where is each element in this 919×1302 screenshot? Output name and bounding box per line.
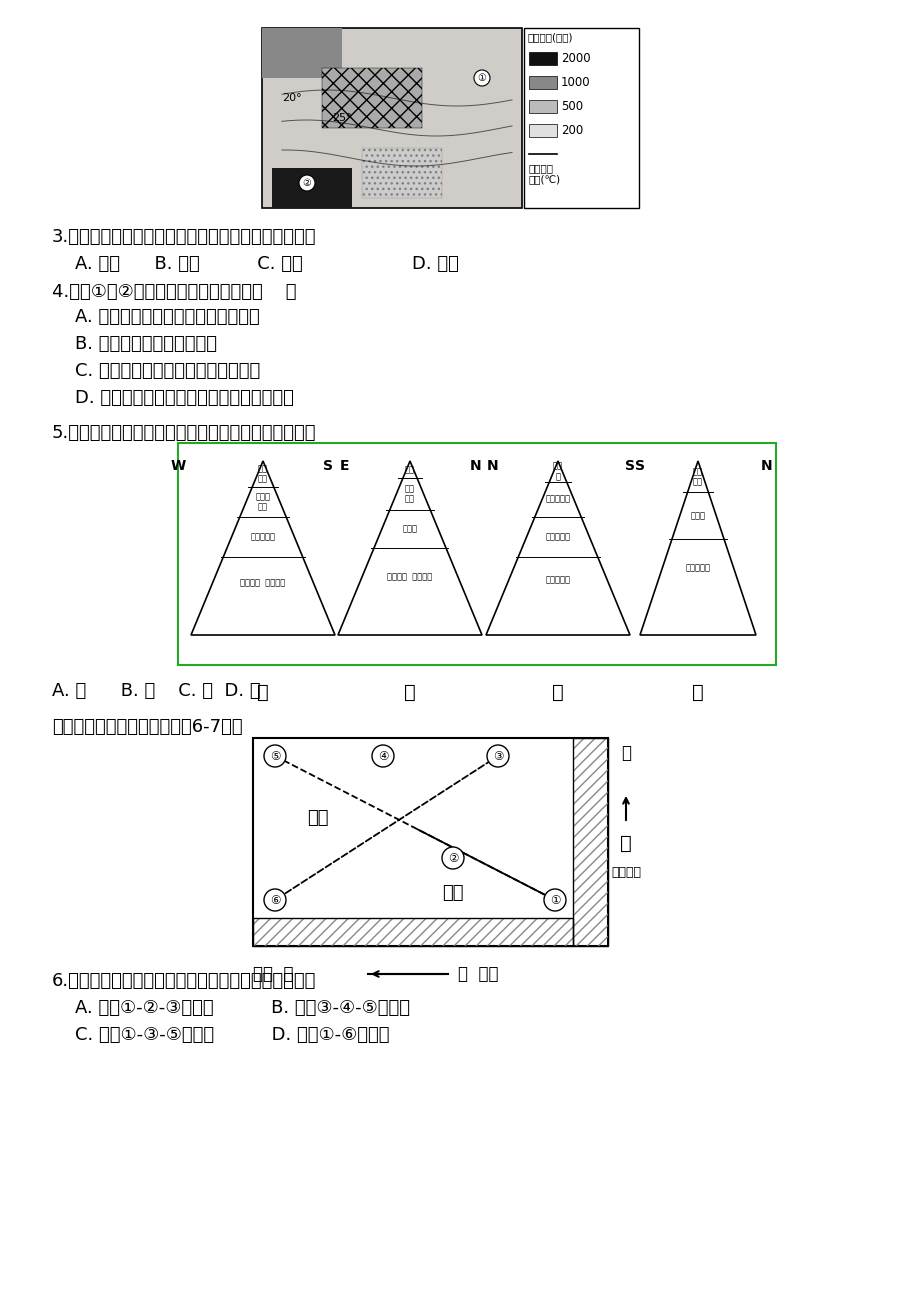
Text: 多: 多 — [619, 833, 631, 853]
Text: 草甸大地  温带大地: 草甸大地 温带大地 — [387, 572, 432, 581]
Bar — [253, 738, 607, 947]
Text: 热带草原  热带雨林: 热带草原 热带雨林 — [240, 578, 285, 587]
Text: ②: ② — [448, 852, 458, 865]
Text: 针阔混交林: 针阔混交林 — [545, 495, 570, 504]
Text: N: N — [469, 460, 481, 473]
Circle shape — [299, 174, 314, 191]
Text: A. 地形      B. 植被          C. 洋流                   D. 河流: A. 地形 B. 植被 C. 洋流 D. 河流 — [52, 255, 459, 273]
Bar — [528, 124, 556, 137]
Text: 乙: 乙 — [403, 684, 415, 702]
Text: 针阔混交林: 针阔混交林 — [685, 564, 709, 573]
Text: ②: ② — [302, 178, 311, 187]
Text: ①: ① — [550, 893, 560, 906]
Text: 2000: 2000 — [561, 52, 590, 65]
Text: ⑤: ⑤ — [269, 750, 280, 763]
Bar — [177, 443, 775, 665]
Text: 落叶阔叶林: 落叶阔叶林 — [545, 533, 570, 542]
Text: ④: ④ — [378, 750, 388, 763]
Bar — [528, 100, 556, 113]
Text: 结合我国区域差异，读图回答6-7题。: 结合我国区域差异，读图回答6-7题。 — [52, 717, 243, 736]
Circle shape — [264, 745, 286, 767]
Text: 丁: 丁 — [691, 684, 703, 702]
Text: A. 甲      B. 乙    C. 丙  D. 丁: A. 甲 B. 乙 C. 丙 D. 丁 — [52, 682, 260, 700]
Bar — [272, 168, 352, 208]
Bar — [573, 738, 607, 947]
Circle shape — [543, 889, 565, 911]
Text: N: N — [760, 460, 772, 473]
Circle shape — [473, 70, 490, 86]
Text: 冰雪
草地: 冰雪 草地 — [257, 465, 267, 484]
Text: 丙: 丙 — [551, 684, 563, 702]
Text: A. 亚热带常绿硬叶林带、热带雨林带: A. 亚热带常绿硬叶林带、热带雨林带 — [52, 309, 259, 326]
Text: 少: 少 — [620, 743, 630, 762]
Bar — [528, 52, 556, 65]
Text: 灌木
草甸: 灌木 草甸 — [692, 467, 702, 487]
Text: 针叶
林: 针叶 林 — [552, 462, 562, 482]
Bar — [253, 918, 573, 947]
Text: 沿海: 沿海 — [442, 884, 463, 902]
Text: S: S — [624, 460, 634, 473]
Text: 25°: 25° — [332, 113, 351, 122]
Text: C. 热带草原带、亚热带常绿硬叶林带: C. 热带草原带、亚热带常绿硬叶林带 — [52, 362, 260, 380]
Text: 5.读四地山地植被垂直分布图，不可能位于我国的是：: 5.读四地山地植被垂直分布图，不可能位于我国的是： — [52, 424, 316, 441]
Text: W: W — [171, 460, 186, 473]
Text: ⑥: ⑥ — [269, 893, 280, 906]
Text: 6.图中最能反映自然景观呈纬度地带性分异规律的是：: 6.图中最能反映自然景观呈纬度地带性分异规律的是： — [52, 973, 316, 990]
Text: 1000: 1000 — [561, 76, 590, 89]
Text: 20°: 20° — [282, 92, 301, 103]
Text: D. 温带落叶阔叶林带、亚热带常绿硬叶林带: D. 温带落叶阔叶林带、亚热带常绿硬叶林带 — [52, 389, 293, 408]
Text: 年降水量(毫米): 年降水量(毫米) — [528, 33, 573, 42]
Text: 针叶林: 针叶林 — [403, 525, 417, 534]
Text: 3.影响图中等温线向西段向纬度低弯曲的主要因素是：: 3.影响图中等温线向西段向纬度低弯曲的主要因素是： — [52, 228, 316, 246]
Bar — [262, 29, 342, 78]
Text: E: E — [340, 460, 349, 473]
Circle shape — [441, 848, 463, 868]
Text: 高寒  高: 高寒 高 — [253, 965, 293, 983]
Text: N: N — [486, 460, 498, 473]
Circle shape — [486, 745, 508, 767]
Bar — [528, 76, 556, 89]
Text: 常绿阔叶林: 常绿阔叶林 — [250, 533, 275, 542]
Text: 200: 200 — [561, 124, 583, 137]
Text: 低  温热: 低 温热 — [458, 965, 498, 983]
Bar — [322, 68, 422, 128]
Text: B. 热带草原带、热带雨林带: B. 热带草原带、热带雨林带 — [52, 335, 217, 353]
Text: 落叶阔
叶林: 落叶阔 叶林 — [255, 492, 270, 512]
Text: 4.图中①、②两地分布的自然带分别是（    ）: 4.图中①、②两地分布的自然带分别是（ ） — [52, 283, 296, 301]
Text: C. 图中①-③-⑤的变化          D. 图中①-⑥的变化: C. 图中①-③-⑤的变化 D. 图中①-⑥的变化 — [52, 1026, 389, 1044]
Bar — [253, 918, 573, 947]
Bar — [361, 148, 441, 198]
Bar — [524, 29, 639, 208]
Circle shape — [371, 745, 393, 767]
Text: 冰雪: 冰雪 — [404, 465, 414, 474]
Text: 500: 500 — [561, 99, 583, 112]
Text: 甲: 甲 — [256, 684, 268, 702]
Text: 内陆: 内陆 — [307, 809, 328, 827]
Text: ③: ③ — [493, 750, 503, 763]
Text: 针叶林: 针叶林 — [690, 512, 705, 521]
Circle shape — [264, 889, 286, 911]
Text: 常绿阔叶林: 常绿阔叶林 — [545, 575, 570, 585]
Text: S: S — [634, 460, 644, 473]
Text: ①: ① — [477, 73, 486, 83]
Bar — [262, 29, 521, 208]
Text: 年平均等
温线(℃): 年平均等 温线(℃) — [528, 163, 561, 185]
Text: （热量）: （热量） — [610, 867, 641, 879]
Text: 荒漠
草甸: 荒漠 草甸 — [404, 484, 414, 504]
Text: S: S — [323, 460, 333, 473]
Text: A. 图中①-②-③的变化          B. 图中③-④-⑤的变化: A. 图中①-②-③的变化 B. 图中③-④-⑤的变化 — [52, 999, 410, 1017]
Bar — [573, 738, 607, 947]
